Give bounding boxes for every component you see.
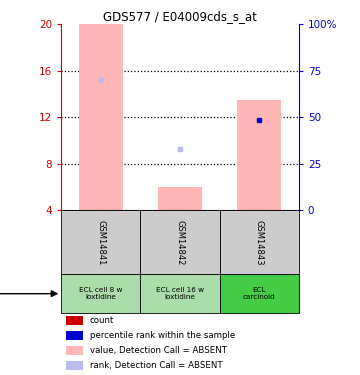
Bar [79, 24, 122, 210]
Bar [61, 210, 140, 274]
Bar [238, 100, 281, 210]
Bar [66, 361, 82, 370]
Title: GDS577 / E04009cds_s_at: GDS577 / E04009cds_s_at [103, 10, 257, 23]
Bar [66, 331, 82, 340]
Text: ECL cell 8 w
loxtidine: ECL cell 8 w loxtidine [79, 287, 122, 300]
Text: ECL cell 16 w
loxtidine: ECL cell 16 w loxtidine [156, 287, 204, 300]
Bar [66, 316, 82, 325]
Text: percentile rank within the sample: percentile rank within the sample [90, 331, 235, 340]
Text: GSM14842: GSM14842 [176, 220, 185, 265]
Text: GSM14841: GSM14841 [96, 220, 105, 265]
Bar [140, 274, 220, 313]
Bar [220, 210, 299, 274]
Bar [220, 274, 299, 313]
Text: cell type: cell type [0, 289, 57, 299]
Text: GSM14843: GSM14843 [255, 220, 264, 265]
Bar [61, 274, 140, 313]
Text: ECL
carcinoid: ECL carcinoid [243, 287, 275, 300]
Text: count: count [90, 316, 114, 325]
Text: rank, Detection Call = ABSENT: rank, Detection Call = ABSENT [90, 361, 222, 370]
Bar [158, 187, 202, 210]
Bar [140, 210, 220, 274]
Text: value, Detection Call = ABSENT: value, Detection Call = ABSENT [90, 346, 227, 355]
Bar [66, 346, 82, 355]
